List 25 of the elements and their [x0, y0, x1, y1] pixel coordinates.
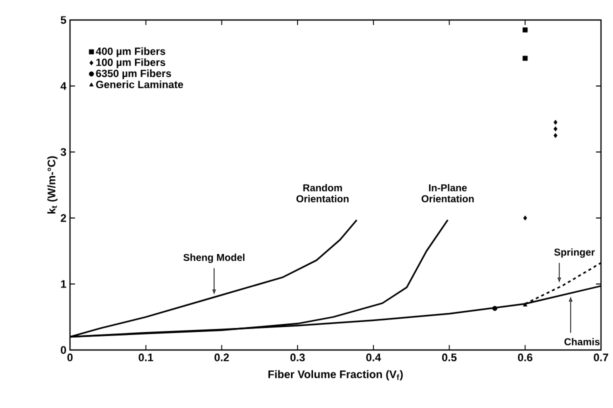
y-tick-label: 4 [60, 82, 66, 90]
x-tick-label: 0 [67, 354, 73, 362]
x-tick-label: 0.3 [290, 354, 305, 362]
x-tick-label: 0.5 [442, 354, 457, 362]
x-tick-label: 0.1 [138, 354, 154, 362]
x-axis-title: Fiber Volume Fraction (V$_{f}$) [268, 370, 403, 380]
annotation: In-Plane Orientation [422, 184, 474, 202]
legend-label: 400 µm Fibers [96, 47, 166, 58]
legend-label: 6350 µm Fibers [96, 69, 172, 80]
y-tick-label: 1 [61, 280, 66, 288]
x-tick-label: 0.7 [594, 354, 608, 362]
legend-label: Generic Laminate [96, 80, 184, 88]
y-tick-label: 0 [60, 346, 66, 354]
annotation: Chamis [564, 338, 600, 346]
y-axis-title: k$_{t}$ (W/m-°C) [47, 156, 58, 214]
x-tick-label: 0.4 [366, 354, 381, 362]
annotation: Sheng Model [183, 254, 244, 264]
y-tick-label: 3 [60, 148, 66, 156]
legend-label: 100 µm Fibers [96, 58, 166, 68]
annotation: Random Orientation [296, 184, 349, 202]
x-tick-label: 0.6 [518, 354, 532, 362]
y-tick-label: 5 [60, 16, 66, 24]
y-tick-label: 2 [60, 214, 66, 222]
x-tick-label: 0.2 [214, 354, 229, 362]
annotation: Springer [554, 248, 595, 258]
